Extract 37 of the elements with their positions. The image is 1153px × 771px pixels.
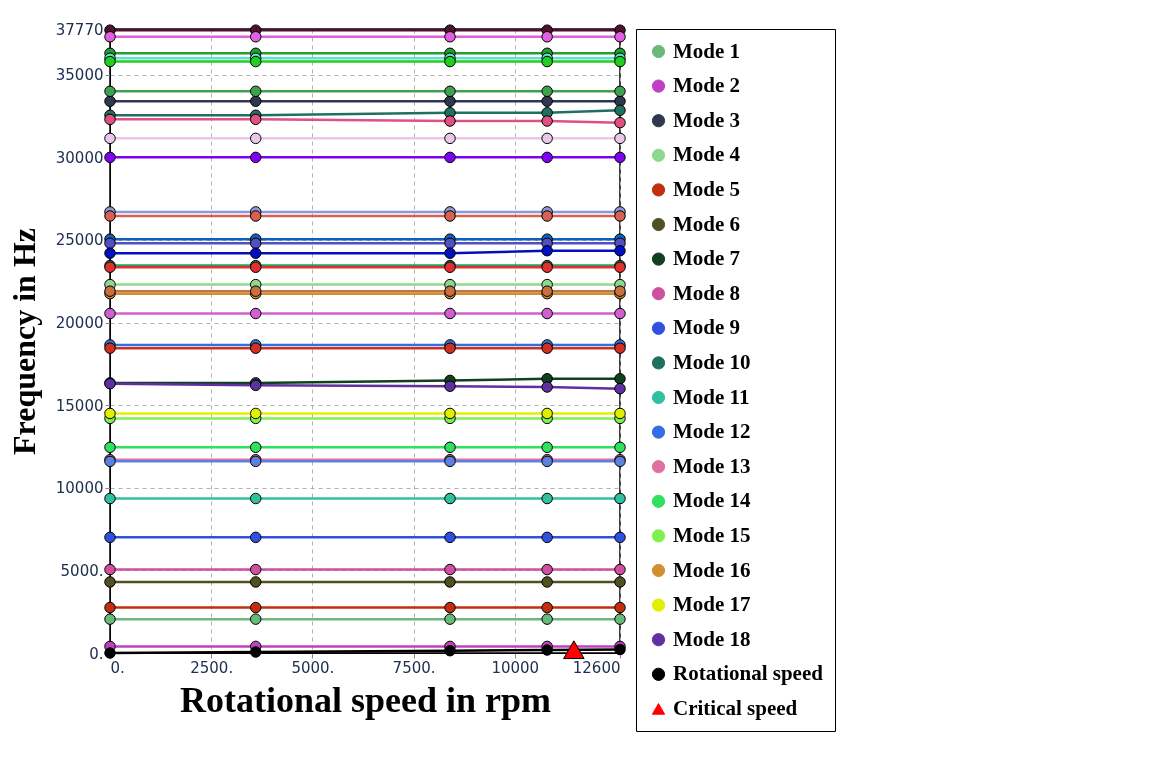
y-tick-label: 25000 [55, 231, 104, 250]
y-tick-label: 0. [89, 644, 104, 663]
legend-label: Mode 13 [673, 453, 751, 478]
legend-label: Mode 14 [673, 488, 752, 513]
y-axis-title: Frequency in Hz [5, 228, 42, 455]
legend-label: Mode 4 [673, 142, 741, 167]
y-tick-label: 10000 [55, 479, 104, 498]
y-tick-label: 37770 [55, 20, 104, 39]
legend-label: Mode 5 [673, 176, 741, 201]
legend-label: Mode 11 [673, 384, 750, 409]
legend-label: Mode 6 [673, 211, 741, 236]
x-tick-label: 10000 [491, 658, 540, 677]
x-tick-label: 12600 [572, 658, 621, 677]
x-tick-label: 7500. [392, 658, 436, 677]
legend-label: Critical speed [673, 695, 798, 720]
y-tick-label: 20000 [55, 314, 104, 333]
y-tick-label: 5000. [60, 561, 104, 580]
legend-label: Mode 9 [673, 315, 741, 340]
x-axis-title: Rotational speed in rpm [179, 679, 552, 720]
y-tick-label: 15000 [55, 396, 104, 415]
legend-label: Mode 15 [673, 522, 751, 547]
legend-label: Rotational speed [673, 661, 824, 686]
y-tick-label: 35000 [55, 66, 104, 85]
legend-label: Mode 17 [673, 592, 751, 617]
legend-label: Mode 7 [673, 246, 741, 271]
legend-label: Mode 2 [673, 73, 741, 98]
legend-label: Mode 10 [673, 349, 751, 374]
legend-label: Mode 12 [673, 419, 751, 444]
y-tick-label: 30000 [55, 148, 104, 167]
legend-label: Mode 3 [673, 107, 741, 132]
x-tick-label: 2500. [190, 658, 234, 677]
legend-label: Mode 8 [673, 280, 741, 305]
legend-label: Mode 18 [673, 626, 751, 651]
x-tick-label: 5000. [291, 658, 335, 677]
legend-label: Mode 16 [673, 557, 751, 582]
x-tick-label: 0. [110, 658, 125, 677]
legend-label: Mode 1 [673, 38, 741, 63]
